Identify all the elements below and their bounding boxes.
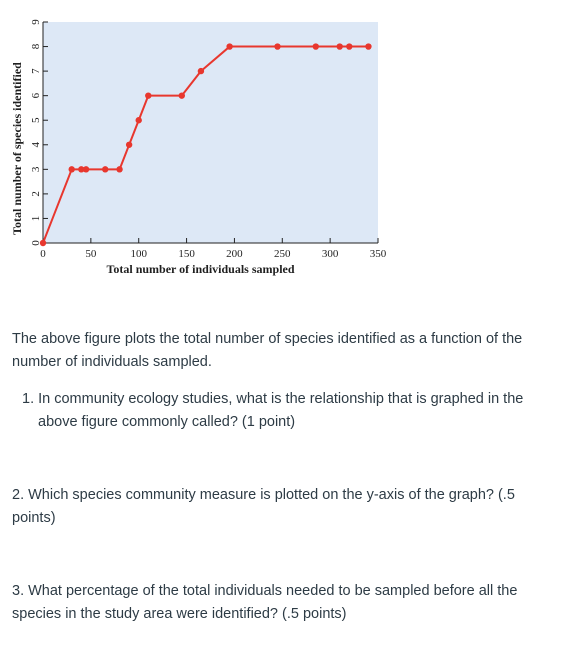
x-tick-label: 100 <box>130 248 147 260</box>
data-point <box>78 166 85 173</box>
x-tick-label: 300 <box>322 248 339 260</box>
x-tick-label: 0 <box>40 248 46 260</box>
y-tick-label: 6 <box>30 92 42 98</box>
y-tick-label: 8 <box>30 43 42 49</box>
question-2: 2. Which species community measure is pl… <box>12 487 515 526</box>
y-tick-label: 7 <box>30 68 42 74</box>
axes: 0 1 2 3 4 5 6 7 8 9 0 50 100 150 200 250 300 350 <box>30 19 387 260</box>
data-point <box>125 141 133 148</box>
question-3: 3. What percentage of the total individu… <box>12 583 518 622</box>
x-tick-label: 150 <box>178 248 195 260</box>
y-tick-label: 3 <box>30 166 42 172</box>
x-axis-title: Total number of individuals sampled <box>106 262 294 276</box>
y-tick-label: 2 <box>30 191 42 197</box>
data-point <box>102 166 109 173</box>
x-tick-label: 350 <box>370 248 387 260</box>
data-point <box>116 166 123 173</box>
data-point <box>274 43 281 50</box>
data-point <box>336 43 343 50</box>
data-point <box>365 43 372 50</box>
data-point <box>135 117 142 124</box>
y-tick-label: 4 <box>30 142 42 148</box>
y-axis-title: Total number of species identified <box>10 62 24 235</box>
data-point <box>226 43 233 50</box>
x-tick-label: 200 <box>226 248 243 260</box>
data-point <box>197 67 205 75</box>
y-tick-label: 0 <box>30 240 42 246</box>
chart-svg: 0 1 2 3 4 5 6 7 8 9 0 50 100 150 200 250 300 350 Total nu… <box>10 19 387 276</box>
x-tick-label: 50 <box>85 248 97 260</box>
question-1-text: 1. In community ecology studies, what is… <box>22 391 524 430</box>
intro-paragraph: The above figure plots the total number … <box>12 331 523 370</box>
question-1: 1. In community ecology studies, what is… <box>22 388 548 434</box>
plot-area <box>43 22 378 243</box>
data-marker-layer <box>39 43 372 247</box>
data-point <box>312 43 319 50</box>
data-point <box>178 92 185 99</box>
data-point <box>82 166 90 173</box>
data-point <box>68 166 75 173</box>
x-tick-label: 250 <box>274 248 291 260</box>
y-tick-label: 1 <box>30 216 42 222</box>
data-point <box>39 239 47 247</box>
y-tick-label: 5 <box>30 117 42 123</box>
y-tick-label: 9 <box>30 19 42 25</box>
data-point <box>346 43 353 50</box>
data-point <box>145 92 152 99</box>
species-accumulation-chart: 0 1 2 3 4 5 6 7 8 9 0 50 100 150 200 250 300 350 Total nu… <box>0 0 563 300</box>
